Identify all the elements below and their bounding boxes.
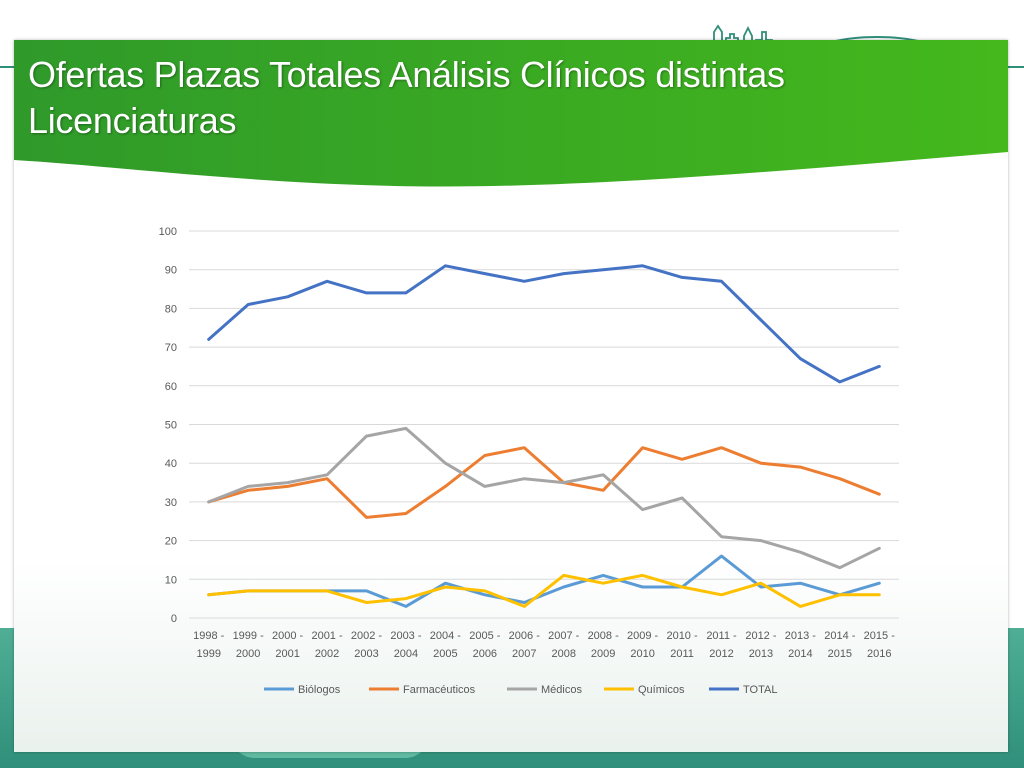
x-tick-label: 2015 (828, 648, 852, 660)
x-tick-label: 2014 (788, 648, 812, 660)
y-tick-label: 20 (165, 536, 177, 548)
legend-label: Químicos (638, 684, 685, 696)
x-tick-label: 2006 - (509, 630, 541, 642)
x-tick-label: 2009 (591, 648, 615, 660)
y-tick-label: 70 (165, 342, 177, 354)
slide-bottom-fade (14, 560, 1008, 752)
series-line-total (207, 264, 881, 384)
legend-label: Farmacéuticos (403, 684, 476, 696)
x-tick-label: 2002 - (351, 630, 383, 642)
series-line-quimicos (207, 573, 881, 608)
x-tick-label: 2005 (433, 648, 457, 660)
x-tick-label: 2005 - (469, 630, 501, 642)
legend-label: Médicos (541, 684, 582, 696)
legend-label: Biólogos (298, 684, 341, 696)
x-tick-label: 2008 (551, 648, 575, 660)
x-tick-label: 2004 - (430, 630, 462, 642)
x-tick-label: 2014 - (824, 630, 856, 642)
title-banner (14, 40, 1008, 187)
x-tick-label: 1999 - (233, 630, 265, 642)
x-tick-label: 2016 (867, 648, 891, 660)
x-tick-label: 2012 - (745, 630, 777, 642)
x-tick-label: 2001 - (311, 630, 343, 642)
slide-title: Ofertas Plazas Totales Análisis Clínicos… (28, 54, 785, 141)
y-tick-label: 90 (165, 265, 177, 277)
x-tick-label: 2011 (670, 648, 694, 660)
x-tick-label: 1998 - (193, 630, 225, 642)
series-line-biologos (207, 554, 881, 608)
x-tick-label: 2004 (394, 648, 418, 660)
x-tick-label: 2011 - (706, 630, 737, 642)
x-tick-label: 2000 - (272, 630, 304, 642)
x-tick-label: 2010 (630, 648, 654, 660)
x-tick-label: 2000 (236, 648, 260, 660)
x-tick-label: 2013 (749, 648, 773, 660)
x-tick-label: 1999 (196, 648, 220, 660)
legend-label: TOTAL (743, 684, 777, 696)
y-tick-label: 40 (165, 458, 177, 470)
y-tick-label: 10 (165, 574, 177, 586)
x-tick-label: 2007 - (548, 630, 580, 642)
x-tick-label: 2013 - (785, 630, 817, 642)
x-tick-label: 2003 - (390, 630, 422, 642)
x-tick-label: 2012 (709, 648, 733, 660)
series-line-farmaceuticos (207, 446, 881, 519)
castle-logo-icon (713, 24, 773, 54)
x-tick-label: 2007 (512, 648, 536, 660)
series-line-medicos (207, 426, 881, 570)
x-tick-label: 2009 - (627, 630, 659, 642)
y-tick-label: 80 (165, 303, 177, 315)
x-tick-label: 2001 (275, 648, 299, 660)
x-tick-label: 2003 (354, 648, 378, 660)
slide: Ofertas Plazas Totales Análisis Clínicos… (14, 40, 1008, 752)
x-tick-label: 2010 - (666, 630, 698, 642)
x-tick-label: 2002 (315, 648, 339, 660)
y-tick-label: 30 (165, 497, 177, 509)
y-tick-label: 50 (165, 420, 177, 432)
y-tick-label: 0 (171, 613, 177, 625)
y-tick-label: 60 (165, 381, 177, 393)
x-tick-label: 2008 - (588, 630, 620, 642)
x-tick-label: 2006 (473, 648, 497, 660)
line-chart: 0 10 20 30 40 50 60 70 80 90 100 1998 - 1999 1999 - 20… (159, 226, 899, 696)
y-tick-label: 100 (159, 226, 177, 238)
x-tick-label: 2015 - (864, 630, 896, 642)
